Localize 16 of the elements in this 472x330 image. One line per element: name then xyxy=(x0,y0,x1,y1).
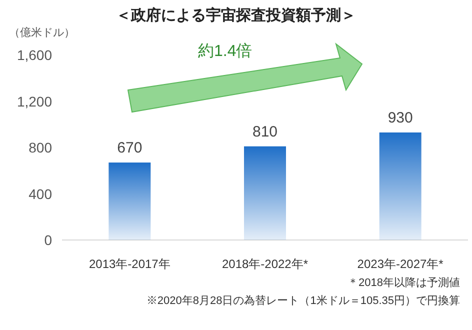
y-tick-label: 1,200 xyxy=(16,93,52,110)
y-axis-title: （億米ドル） xyxy=(9,26,75,39)
x-tick-label: 2013年-2017年 xyxy=(88,257,170,271)
text: ※2020年8月28日の為替レート（1米ドル＝105.35円）で円換算 xyxy=(146,294,460,307)
x-tick-label: 2023年-2027年* xyxy=(357,257,444,271)
y-tick-label: 1,600 xyxy=(16,47,52,63)
chart-title: ＜政府による宇宙探査投資額予測＞ xyxy=(116,6,356,24)
y-tick-label: 0 xyxy=(44,232,52,248)
data-label: 930 xyxy=(388,109,413,126)
y-tick-label: 800 xyxy=(28,140,52,156)
y-tick-label: 400 xyxy=(28,186,52,202)
data-label: 670 xyxy=(117,140,142,157)
text: ＊2018年以降は予測値 xyxy=(348,276,460,289)
data-label: 810 xyxy=(252,123,278,140)
x-tick-label: 2018年-2022年* xyxy=(222,257,308,271)
annotation: 約1.4倍 xyxy=(198,42,252,60)
